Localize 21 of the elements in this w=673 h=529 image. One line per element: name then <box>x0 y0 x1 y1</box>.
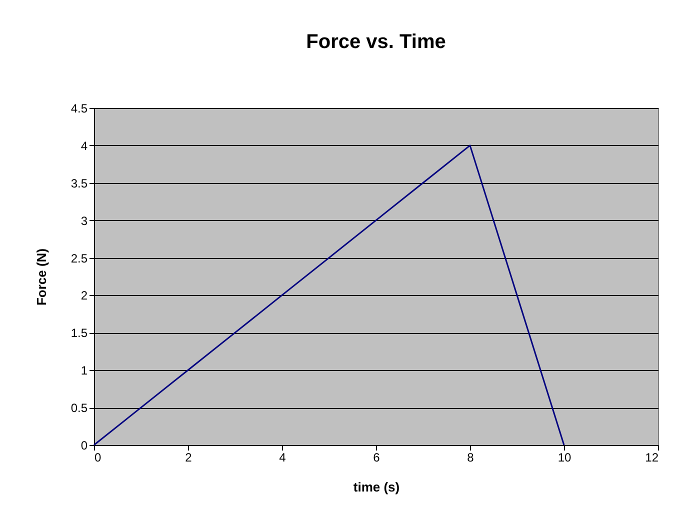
y-axis-title: Force (N) <box>34 248 49 306</box>
y-tick-label: 2 <box>80 288 88 303</box>
y-tick-label: 3 <box>80 214 88 228</box>
y-tick-label: 4.5 <box>70 102 88 116</box>
x-tick-label: 6 <box>373 450 380 464</box>
chart-title: Force vs. Time <box>306 31 446 53</box>
y-tick-label: 3.5 <box>70 176 88 190</box>
line-series <box>93 144 565 446</box>
y-tick-label: 0.5 <box>70 401 88 416</box>
x-axis-title: time (s) <box>353 480 400 494</box>
y-tick-label: 0 <box>80 438 88 452</box>
y-tick-label: 4 <box>80 138 88 153</box>
x-tick-label: 4 <box>279 450 286 464</box>
x-tick-label: 10 <box>558 450 572 464</box>
x-tick-label: 2 <box>185 450 192 464</box>
x-tick-label: 8 <box>467 450 474 464</box>
x-tick-label: 12 <box>645 450 659 464</box>
y-tick-label: 2.5 <box>70 251 88 266</box>
y-tick-label: 1.5 <box>70 326 88 340</box>
y-tick-label: 1 <box>80 364 88 378</box>
x-tick-label: 0 <box>94 450 102 464</box>
